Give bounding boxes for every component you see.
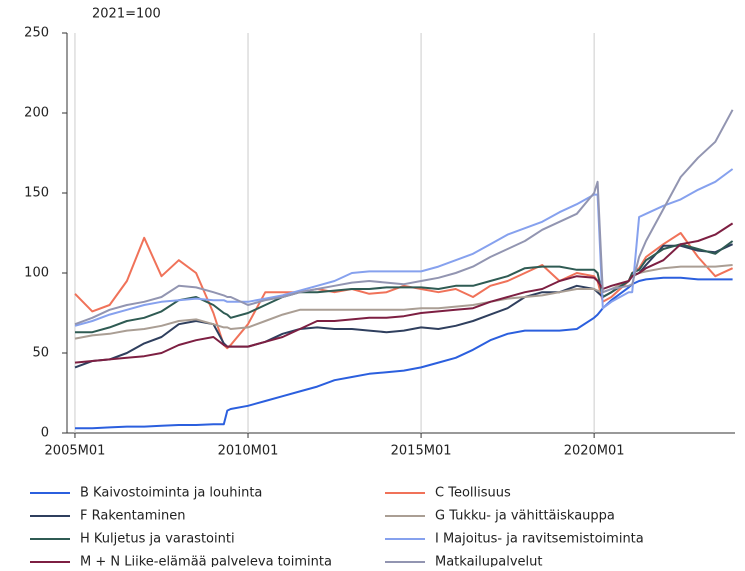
- subtitle: 2021=100: [92, 7, 161, 22]
- y-tick-label: 150: [24, 186, 49, 201]
- x-tick-label: 2010M01: [218, 444, 279, 459]
- y-tick-label: 100: [24, 266, 49, 281]
- legend-label: H Kuljetus ja varastointi: [80, 532, 235, 547]
- x-tick-label: 2005M01: [45, 444, 106, 459]
- series-line: [74, 109, 734, 326]
- series-line: [75, 240, 734, 334]
- legend-label: G Tukku- ja vähittäiskauppa: [435, 509, 615, 524]
- series-line: [74, 168, 734, 327]
- legend-label: C Teollisuus: [435, 486, 511, 501]
- y-tick-label: 200: [24, 106, 49, 121]
- legend-label: B Kaivostoiminta ja louhinta: [80, 486, 262, 501]
- series-line: [74, 222, 734, 364]
- x-tick-label: 2015M01: [391, 444, 452, 459]
- legend-label: M + N Liike-elämää palveleva toiminta: [80, 555, 332, 568]
- x-tick-label: 2020M01: [564, 444, 625, 459]
- y-tick-label: 50: [32, 346, 49, 361]
- legend-label: F Rakentaminen: [80, 509, 185, 524]
- y-tick-label: 0: [41, 426, 49, 441]
- y-tick-label: 250: [24, 26, 49, 41]
- legend-label: I Majoitus- ja ravitsemistoiminta: [435, 532, 644, 547]
- legend-label: Matkailupalvelut: [435, 555, 542, 568]
